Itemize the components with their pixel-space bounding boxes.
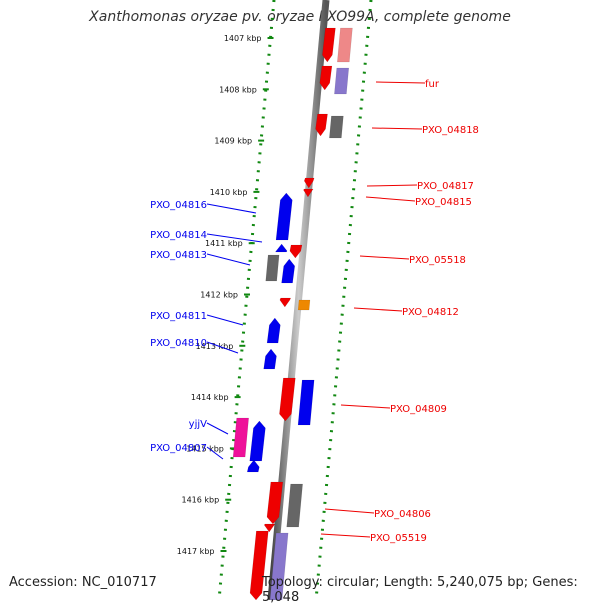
gene-label-left: PXO_04810 <box>150 338 207 349</box>
callout-line-left <box>206 253 251 266</box>
callout-line-right <box>366 184 418 187</box>
gene-label-right: PXO_05519 <box>370 533 427 544</box>
map-title: Xanthomonas oryzae pv. oryzae PXO99A, co… <box>89 9 511 25</box>
callout-line-right <box>320 533 371 538</box>
gene-label-right: PXO_05518 <box>409 255 466 266</box>
gene-block <box>329 115 344 139</box>
gene-arrow-reverse <box>289 244 303 259</box>
callout-line-right <box>353 307 403 312</box>
gene-arrow-forward <box>297 379 315 426</box>
gene-arrow-reverse <box>319 65 333 91</box>
gene-label-right: PXO_04818 <box>422 125 479 136</box>
tick-label: 1412 kbp <box>200 291 238 300</box>
callout-line-right <box>375 81 426 84</box>
gene-label-right: PXO_04806 <box>374 509 431 520</box>
gene-arrow-forward <box>249 420 266 462</box>
callout-line-left <box>206 422 229 435</box>
tick-label: 1410 kbp <box>210 188 248 197</box>
kbp-ticks: 1407 kbp 1408 kbp 1409 kbp 1410 kbp 1411 kbp… <box>177 34 274 556</box>
tick-label: 1411 kbp <box>205 239 243 248</box>
tick-label: 1417 kbp <box>177 547 215 556</box>
gene-arrow-forward <box>246 459 260 473</box>
gene-arrow-reverse <box>249 530 269 600</box>
tick-label: 1413 kbp <box>196 342 234 351</box>
gene-block <box>232 417 249 458</box>
gene-label-left: yjjV <box>189 419 207 430</box>
gene-arrow-forward <box>263 348 277 370</box>
tick-label: 1415 kbp <box>186 444 224 453</box>
gene-arrow-reverse <box>303 177 315 189</box>
gene-arrow-reverse <box>279 297 292 308</box>
gene-arrow-reverse <box>315 113 328 137</box>
callout-line-left <box>206 446 224 460</box>
gene-features <box>232 27 353 600</box>
gene-arrow-reverse <box>266 481 284 525</box>
gene-label-left: PXO_04813 <box>150 250 207 261</box>
gene-label-left: PXO_04811 <box>150 311 207 322</box>
guide-line-right <box>314 0 373 600</box>
callout-line-left <box>206 314 244 326</box>
gene-arrow-forward <box>281 258 296 284</box>
callout-line-right <box>365 196 416 202</box>
callout-line-left <box>206 233 263 243</box>
topology-label: Topology: circular; Length: 5,240,075 bp… <box>262 575 578 605</box>
gene-arrow-reverse <box>263 523 276 533</box>
gene-label-right: fur <box>425 79 440 90</box>
gene-label-left: PXO_04814 <box>150 230 207 241</box>
tick-label: 1409 kbp <box>214 137 252 146</box>
gene-label-right: PXO_04817 <box>417 181 474 192</box>
gene-label-left: PXO_04807 <box>150 443 207 454</box>
gene-label-right: PXO_04812 <box>402 307 459 318</box>
tick-label: 1414 kbp <box>191 393 229 402</box>
gene-block <box>286 483 303 528</box>
gene-block <box>265 254 280 282</box>
gene-label-left: PXO_04816 <box>150 200 207 211</box>
gene-arrow-forward <box>266 317 281 344</box>
callout-line-left <box>206 341 239 354</box>
guide-line-left <box>217 0 276 600</box>
gene-arrow-reverse <box>303 188 314 198</box>
gene-block <box>297 299 311 311</box>
tick-label: 1407 kbp <box>224 34 262 43</box>
callout-line-left <box>206 203 257 214</box>
gene-label-right: PXO_04815 <box>415 197 472 208</box>
gene-block <box>337 27 353 63</box>
gene-arrow-forward <box>275 192 293 241</box>
gene-block <box>269 532 289 600</box>
callout-line-right <box>324 508 375 514</box>
tick-label: 1408 kbp <box>219 85 257 94</box>
gene-block <box>334 67 350 95</box>
callout-line-right <box>359 255 410 260</box>
gene-arrow-reverse <box>322 27 336 63</box>
gene-arrow-reverse <box>279 377 296 422</box>
accession-label: Accession: NC_010717 <box>9 575 157 590</box>
label-callouts: PXO_04816 PXO_04814 PXO_04813 PXO_04811 PXO_… <box>150 79 479 544</box>
tick-label: 1416 kbp <box>181 496 219 505</box>
callout-line-right <box>340 404 391 409</box>
gene-arrow-forward <box>274 243 288 253</box>
callout-line-right <box>371 127 423 130</box>
guide-lines <box>217 0 373 600</box>
gene-label-right: PXO_04809 <box>390 404 447 415</box>
